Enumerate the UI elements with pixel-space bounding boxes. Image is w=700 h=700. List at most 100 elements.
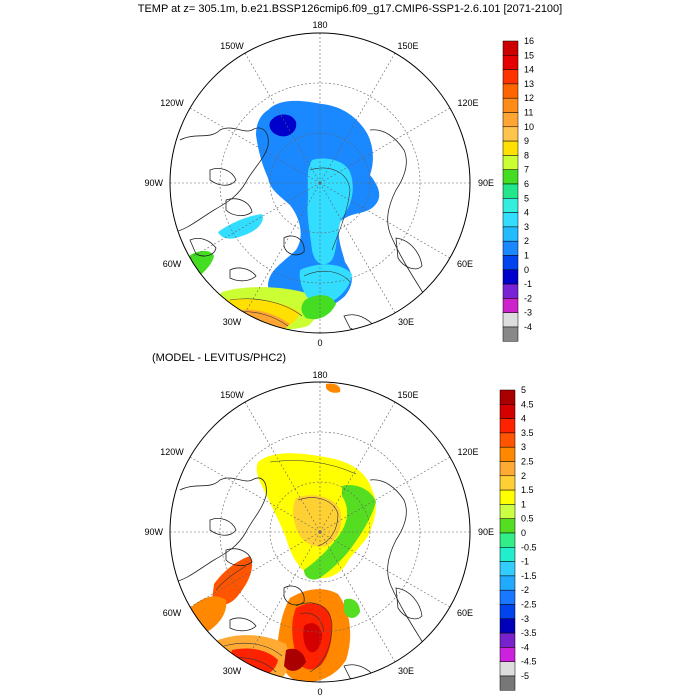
cb2-label-4: 3 [521, 442, 526, 452]
cb2-swatch-18 [499, 647, 516, 662]
cb2-label-9: 0.5 [521, 514, 534, 524]
cb1-swatch-14 [502, 240, 519, 256]
cb1-label-9: 7 [524, 165, 529, 175]
bottom-lon-label-90w: 90W [144, 527, 163, 537]
bottom-polar-map: 180 0 90W 90E 150W 120W 150E 120E 60W 30… [144, 370, 494, 697]
cb1-swatch-2 [502, 69, 519, 85]
bottom-lon-label-60w: 60W [163, 608, 182, 618]
top-lon-label-60e: 60E [457, 259, 473, 269]
cb2-swatch-16 [499, 618, 516, 634]
cb1-swatch-8 [502, 155, 519, 170]
cb1-swatch-9 [502, 169, 519, 185]
cb1-label-3: 13 [524, 79, 534, 89]
cb1-swatch-16 [502, 269, 519, 285]
cb1-label-18: -2 [524, 293, 532, 303]
cb1-swatch-1 [502, 55, 519, 70]
cb1-label-10: 6 [524, 179, 529, 189]
cb1-swatch-13 [502, 226, 519, 242]
cb2-swatch-4 [499, 446, 516, 462]
bottom-lon-label-120e: 120E [457, 447, 478, 457]
cb2-swatch-17 [499, 632, 516, 648]
cb2-label-14: -2 [521, 585, 529, 595]
top-cold-spot [269, 114, 297, 137]
top-graticule [170, 33, 470, 333]
cb2-swatch-2 [499, 418, 516, 434]
cb1-swatch-5 [502, 112, 519, 128]
cb1-swatch-7 [502, 140, 519, 156]
cb2-swatch-20 [499, 675, 516, 691]
bottom-contours [215, 460, 357, 673]
cb2-swatch-11 [499, 547, 516, 562]
cb1-label-20: -4 [524, 322, 532, 332]
cb2-swatch-19 [499, 661, 516, 677]
cb1-swatch-6 [502, 126, 519, 142]
cb1-label-6: 10 [524, 122, 534, 132]
bottom-lon-label-90e: 90E [478, 527, 494, 537]
cb1-label-11: 5 [524, 193, 529, 203]
cb1-swatch-18 [502, 298, 519, 313]
top-canada-strip [218, 214, 263, 239]
bottom-rim-orange [326, 383, 341, 393]
cb2-swatch-15 [499, 604, 516, 620]
cb2-label-5: 2.5 [521, 457, 534, 467]
plot-title: TEMP at z= 305.1m, b.e21.BSSP126cmip6.f0… [137, 3, 563, 15]
bottom-kara-green [344, 598, 360, 618]
cb2-label-8: 1 [521, 499, 526, 509]
cb1-swatch-20 [502, 326, 519, 342]
bottom-lon-label-30e: 30E [398, 666, 414, 676]
cb1-label-17: -1 [524, 279, 532, 289]
cb2-label-13: -1.5 [521, 571, 537, 581]
cb1-label-7: 9 [524, 136, 529, 146]
cb2-label-18: -4 [521, 642, 529, 652]
top-lon-label-90w: 90W [144, 178, 163, 188]
difference-colorbar: 5 4.5 4 3.5 3 2.5 2 1.5 1 0.5 0 -0.5 -1 -1.5 -2 -2.5 -3 -… [499, 385, 537, 691]
top-map-boundary [169, 32, 471, 334]
top-lon-label-90e: 90E [478, 178, 494, 188]
cb2-label-0: 5 [521, 385, 526, 395]
bottom-nordic-darkred [303, 623, 322, 653]
bottom-lon-label-180: 180 [312, 370, 327, 380]
bottom-basin-orange [293, 495, 342, 547]
bottom-labrador-orange [184, 596, 227, 636]
top-lon-label-0: 0 [317, 338, 322, 348]
cb2-swatch-0 [499, 389, 516, 405]
cb1-swatch-3 [502, 83, 519, 99]
cb1-swatch-12 [502, 212, 519, 228]
cb2-label-10: 0 [521, 528, 526, 538]
cb1-swatch-17 [502, 283, 519, 299]
cb1-label-14: 2 [524, 236, 529, 246]
top-lon-label-60w: 60W [163, 259, 182, 269]
cb1-label-4: 12 [524, 93, 534, 103]
cb1-label-16: 0 [524, 265, 529, 275]
cb2-swatch-12 [499, 561, 516, 577]
cb2-label-1: 4.5 [521, 399, 534, 409]
cb2-swatch-8 [499, 504, 516, 519]
cb2-label-3: 3.5 [521, 428, 534, 438]
cb2-label-7: 1.5 [521, 485, 534, 495]
bottom-lon-label-60e: 60E [457, 608, 473, 618]
top-lon-label-30w: 30W [223, 317, 242, 327]
top-lon-label-180: 180 [312, 20, 327, 30]
top-warm-core [307, 158, 353, 265]
bottom-atlantic-darkred [284, 648, 306, 671]
top-lon-label-120w: 120W [160, 98, 184, 108]
cb1-label-13: 3 [524, 222, 529, 232]
cb2-label-12: -1 [521, 557, 529, 567]
cb1-swatch-19 [502, 312, 519, 328]
cb2-swatch-6 [499, 475, 516, 491]
top-lon-label-30e: 30E [398, 317, 414, 327]
cb2-label-19: -4.5 [521, 657, 537, 667]
cb1-label-15: 1 [524, 251, 529, 261]
cb2-swatch-1 [499, 404, 516, 419]
bottom-lon-label-120w: 120W [160, 447, 184, 457]
cb1-swatch-10 [502, 183, 519, 199]
cb2-label-6: 2 [521, 471, 526, 481]
cb1-label-2: 14 [524, 65, 534, 75]
bottom-graticule [170, 382, 470, 682]
top-nordic-green [301, 295, 336, 320]
cb1-label-8: 8 [524, 150, 529, 160]
cb2-label-17: -3.5 [521, 628, 537, 638]
cb1-label-19: -3 [524, 308, 532, 318]
cb2-label-2: 4 [521, 414, 526, 424]
